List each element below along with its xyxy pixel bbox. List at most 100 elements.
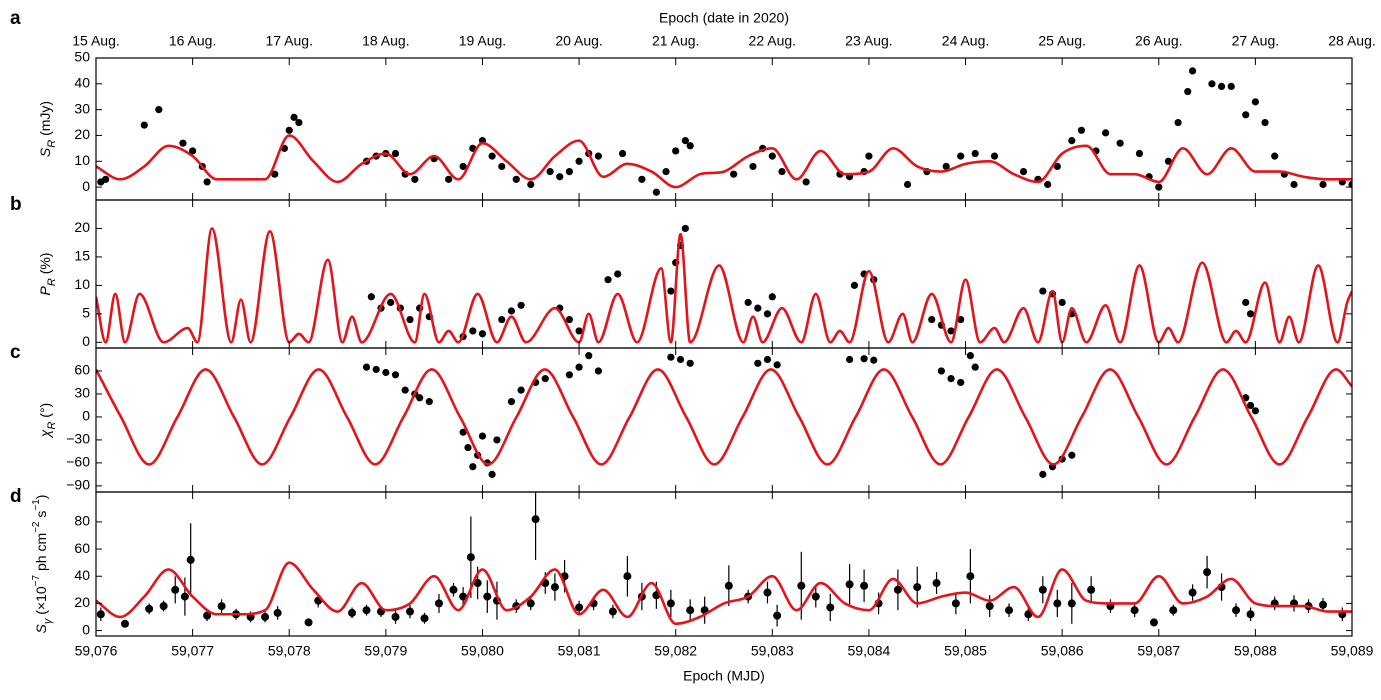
data-point (686, 606, 695, 615)
x2-tick-label: 16 Aug. (169, 33, 217, 49)
y-tick-label: 20 (74, 594, 90, 610)
data-point (186, 555, 195, 564)
y-tick-label: 0 (82, 333, 90, 349)
data-point (217, 602, 226, 611)
x2-tick-label: 27 Aug. (1232, 33, 1280, 49)
data-point (434, 599, 443, 608)
data-point (179, 139, 187, 147)
data-point (575, 603, 584, 612)
x2-tick-label: 15 Aug. (72, 33, 120, 49)
data-point (556, 173, 564, 181)
data-point (1068, 451, 1076, 459)
data-point (401, 386, 409, 394)
y-tick-label: −30 (66, 431, 90, 447)
data-point (773, 611, 782, 620)
x-tick-label: 59,082 (654, 643, 697, 659)
x2-tick-label: 20 Aug. (555, 33, 603, 49)
data-point (763, 588, 772, 597)
data-point (1039, 470, 1047, 478)
data-point (966, 572, 975, 581)
model-line (96, 368, 1352, 466)
data-point (865, 152, 873, 160)
data-point (754, 359, 762, 367)
y-axis-title: χR (°) (37, 403, 58, 439)
data-point (1227, 82, 1235, 90)
x-tick-label: 59,086 (1041, 643, 1084, 659)
data-point (686, 359, 694, 367)
data-point (425, 398, 433, 406)
data-point (531, 515, 540, 524)
data-point (1271, 152, 1279, 160)
data-point (411, 175, 419, 183)
data-point (416, 394, 424, 402)
x2-tick-label: 28 Aug. (1328, 33, 1376, 49)
data-point (773, 361, 781, 369)
data-point (1053, 162, 1061, 171)
y-axis-title-part: ph cm (33, 533, 49, 575)
y-tick-label: 80 (74, 513, 90, 529)
x-tick-label: 59,084 (848, 643, 891, 659)
data-point (932, 579, 941, 588)
data-point (171, 585, 180, 594)
data-point (971, 363, 979, 371)
data-point (120, 619, 129, 628)
x-tick-label: 59,080 (461, 643, 504, 659)
data-point (295, 118, 303, 127)
data-point (565, 168, 574, 176)
data-point (942, 162, 950, 171)
data-point (1044, 180, 1052, 189)
y-tick-label: 20 (74, 126, 90, 142)
data-point (145, 604, 154, 613)
data-point (1116, 139, 1124, 147)
data-point (469, 463, 477, 471)
data-point (1290, 180, 1298, 189)
panel: 0 20 40 60 80 59,076 59,077 59,078 59,079 59,080 5… (10, 486, 1374, 684)
data-point (1155, 183, 1163, 191)
data-point (565, 371, 574, 379)
x-tick-label: 59,088 (1234, 643, 1277, 659)
y-axis-title-part: ) (33, 495, 49, 500)
data-point (686, 142, 694, 150)
y-tick-label: 60 (74, 362, 90, 378)
data-point (870, 356, 878, 364)
data-point (768, 152, 776, 160)
data-point (406, 607, 414, 616)
data-point (845, 580, 854, 589)
x-tick-label: 59,078 (268, 643, 311, 659)
data-point (1039, 287, 1047, 295)
data-point (304, 618, 313, 627)
data-point (1188, 588, 1197, 597)
data-point (957, 315, 965, 324)
data-point (348, 608, 357, 617)
y-tick-label: 0 (82, 408, 90, 424)
x2-tick-label: 26 Aug. (1135, 33, 1183, 49)
data-point (860, 355, 868, 363)
data-point (662, 168, 670, 176)
data-point (1169, 606, 1178, 615)
y-axis-title: Sγ (×10−7 ph cm−2 s−1) (31, 495, 54, 634)
data-point (575, 157, 583, 165)
data-point (730, 170, 738, 178)
data-point (483, 592, 492, 601)
data-point (1038, 585, 1047, 594)
data-point (526, 599, 535, 608)
data-point (1251, 407, 1259, 415)
data-point (681, 224, 689, 233)
y-tick-label: 0 (82, 178, 90, 194)
data-point (498, 315, 506, 324)
x2-tick-label: 25 Aug. (1038, 33, 1086, 49)
panel-label: b (10, 194, 22, 215)
data-point (1246, 610, 1255, 619)
data-point (273, 608, 282, 617)
data-point (1053, 599, 1062, 608)
data-point (466, 553, 475, 562)
y-tick-label: 0 (82, 621, 90, 637)
x-tick-label: 59,077 (171, 643, 214, 659)
x2-axis-title: Epoch (date in 2020) (659, 10, 789, 26)
data-point (778, 168, 786, 176)
data-point (493, 436, 501, 444)
data-point (271, 170, 279, 178)
y-tick-label: 40 (74, 75, 90, 91)
data-point (957, 152, 965, 160)
